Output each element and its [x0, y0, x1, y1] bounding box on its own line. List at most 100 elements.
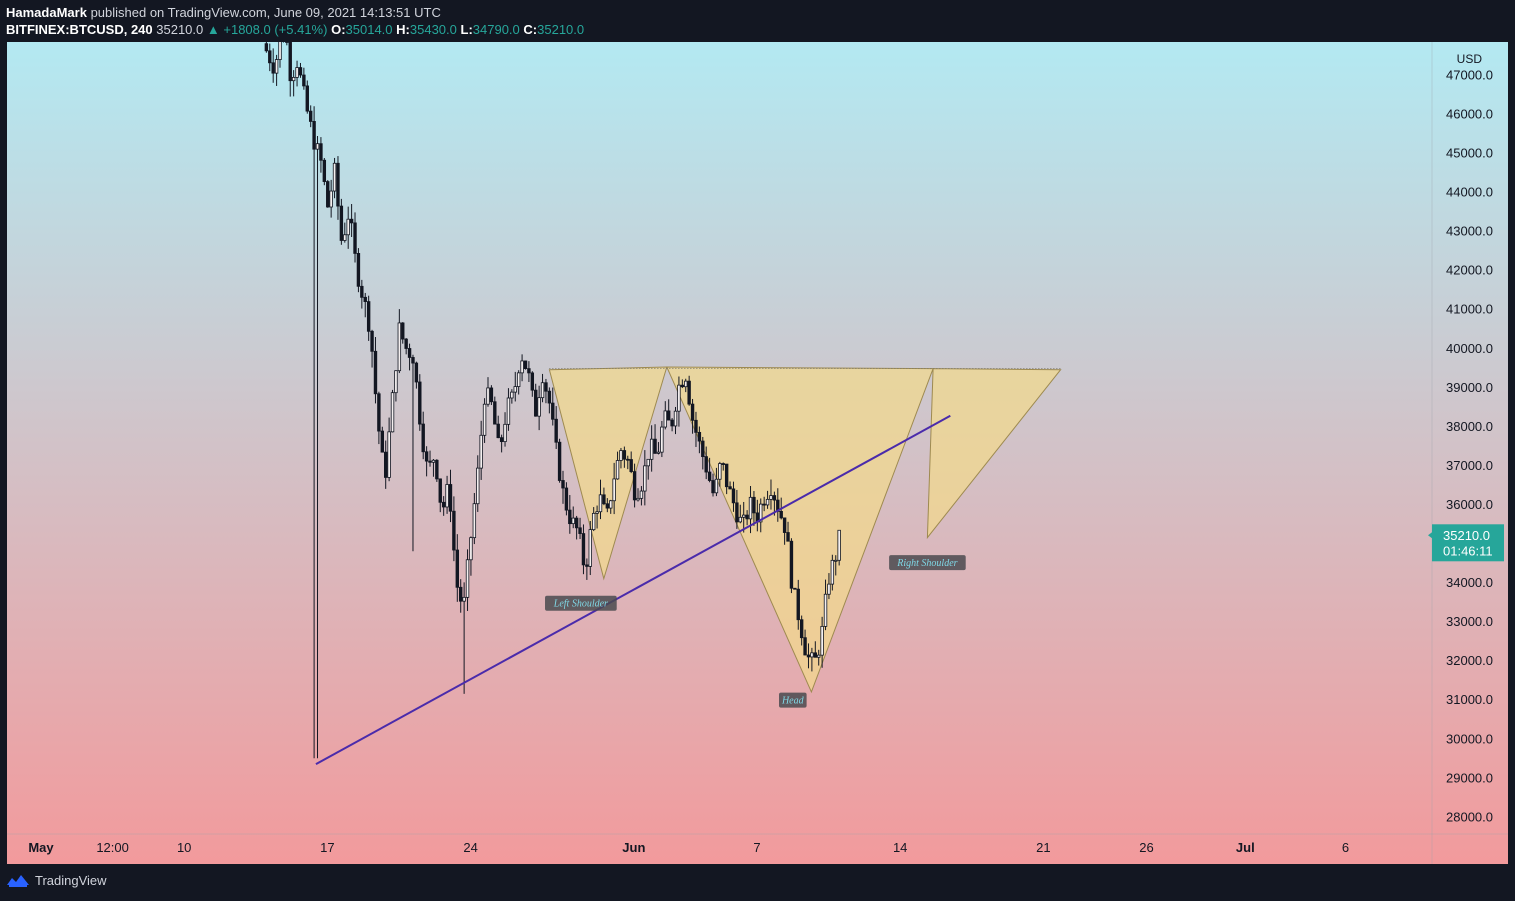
- candle[interactable]: [588, 520, 592, 576]
- candle[interactable]: [441, 496, 446, 516]
- candle[interactable]: [435, 459, 439, 482]
- candle[interactable]: [694, 411, 698, 447]
- price-chart[interactable]: Left Shoulder Head Right Shoulder USD 28000…: [7, 42, 1508, 864]
- candle[interactable]: [493, 396, 497, 425]
- candle[interactable]: [285, 42, 289, 46]
- candle[interactable]: [336, 156, 340, 220]
- candle[interactable]: [268, 43, 272, 72]
- candle[interactable]: [619, 447, 623, 469]
- candle[interactable]: [687, 375, 691, 406]
- candle[interactable]: [459, 579, 463, 613]
- candle[interactable]: [718, 461, 722, 487]
- pattern-triangle-2[interactable]: [666, 366, 934, 694]
- candle[interactable]: [407, 343, 412, 371]
- candle[interactable]: [660, 420, 664, 458]
- candle[interactable]: [384, 440, 388, 489]
- candle[interactable]: [544, 378, 548, 404]
- candle[interactable]: [516, 370, 521, 395]
- candle[interactable]: [404, 338, 408, 355]
- pattern-label[interactable]: Left Shoulder: [545, 595, 617, 611]
- candle[interactable]: [629, 451, 633, 474]
- candle[interactable]: [513, 371, 517, 402]
- candle[interactable]: [271, 48, 275, 83]
- candle[interactable]: [680, 379, 685, 389]
- candle[interactable]: [373, 336, 378, 404]
- candle[interactable]: [414, 361, 419, 389]
- ascending-trendline[interactable]: [315, 414, 951, 766]
- candle[interactable]: [315, 135, 320, 759]
- candle[interactable]: [295, 60, 299, 87]
- candle[interactable]: [571, 506, 575, 529]
- candle[interactable]: [656, 442, 661, 455]
- candle[interactable]: [496, 415, 500, 439]
- candle[interactable]: [554, 406, 558, 449]
- candle[interactable]: [574, 515, 579, 540]
- candle[interactable]: [639, 486, 644, 506]
- candle[interactable]: [489, 385, 494, 406]
- candle[interactable]: [465, 549, 470, 611]
- candle[interactable]: [813, 641, 818, 658]
- author-name[interactable]: HamadaMark: [6, 5, 87, 20]
- candle[interactable]: [499, 434, 504, 453]
- candle[interactable]: [653, 424, 657, 454]
- candle[interactable]: [394, 370, 398, 402]
- candle[interactable]: [431, 458, 436, 477]
- candle[interactable]: [366, 295, 371, 341]
- candle[interactable]: [401, 322, 405, 344]
- candle[interactable]: [482, 398, 487, 443]
- candle[interactable]: [837, 529, 841, 566]
- candle[interactable]: [312, 106, 316, 759]
- candle[interactable]: [472, 493, 477, 545]
- candle[interactable]: [806, 643, 811, 669]
- candle[interactable]: [564, 482, 569, 516]
- candle[interactable]: [765, 490, 770, 509]
- candle[interactable]: [622, 446, 627, 468]
- candle[interactable]: [602, 487, 606, 506]
- symbol-label[interactable]: BITFINEX:BTCUSD, 240: [6, 22, 153, 37]
- candle[interactable]: [380, 426, 384, 453]
- pattern-triangle-3[interactable]: [926, 368, 1062, 540]
- candle[interactable]: [799, 615, 804, 646]
- candle[interactable]: [782, 517, 787, 545]
- candle[interactable]: [820, 616, 824, 668]
- candle[interactable]: [397, 309, 402, 374]
- candle[interactable]: [646, 458, 650, 480]
- candle[interactable]: [561, 470, 565, 504]
- candle[interactable]: [615, 451, 620, 480]
- candle[interactable]: [319, 137, 323, 173]
- candle[interactable]: [789, 538, 794, 594]
- candle[interactable]: [701, 436, 705, 470]
- candle[interactable]: [506, 388, 511, 431]
- candle[interactable]: [305, 80, 309, 114]
- candle[interactable]: [735, 489, 739, 529]
- candle[interactable]: [448, 469, 453, 523]
- candle[interactable]: [684, 378, 688, 393]
- candle[interactable]: [834, 555, 838, 576]
- candle[interactable]: [349, 204, 354, 238]
- candle[interactable]: [411, 354, 415, 552]
- pattern-layer[interactable]: [548, 366, 1062, 694]
- candle[interactable]: [673, 406, 678, 435]
- candle[interactable]: [370, 329, 374, 368]
- candle[interactable]: [591, 507, 596, 532]
- candle[interactable]: [636, 488, 640, 502]
- candle[interactable]: [540, 373, 545, 403]
- candle[interactable]: [598, 479, 603, 520]
- trendline-layer[interactable]: [315, 414, 951, 766]
- candle[interactable]: [605, 498, 610, 513]
- candle[interactable]: [452, 496, 456, 562]
- candle[interactable]: [523, 360, 528, 370]
- candle[interactable]: [503, 412, 507, 447]
- candle[interactable]: [714, 467, 719, 497]
- footer[interactable]: TradingView: [6, 872, 107, 888]
- candle[interactable]: [387, 417, 391, 482]
- candle[interactable]: [752, 491, 756, 526]
- candle[interactable]: [510, 389, 514, 404]
- candle[interactable]: [520, 354, 524, 382]
- candle[interactable]: [390, 389, 395, 433]
- candle[interactable]: [329, 179, 333, 218]
- candle[interactable]: [346, 206, 350, 249]
- candle[interactable]: [796, 579, 800, 630]
- candle[interactable]: [817, 649, 821, 666]
- candle[interactable]: [537, 385, 541, 431]
